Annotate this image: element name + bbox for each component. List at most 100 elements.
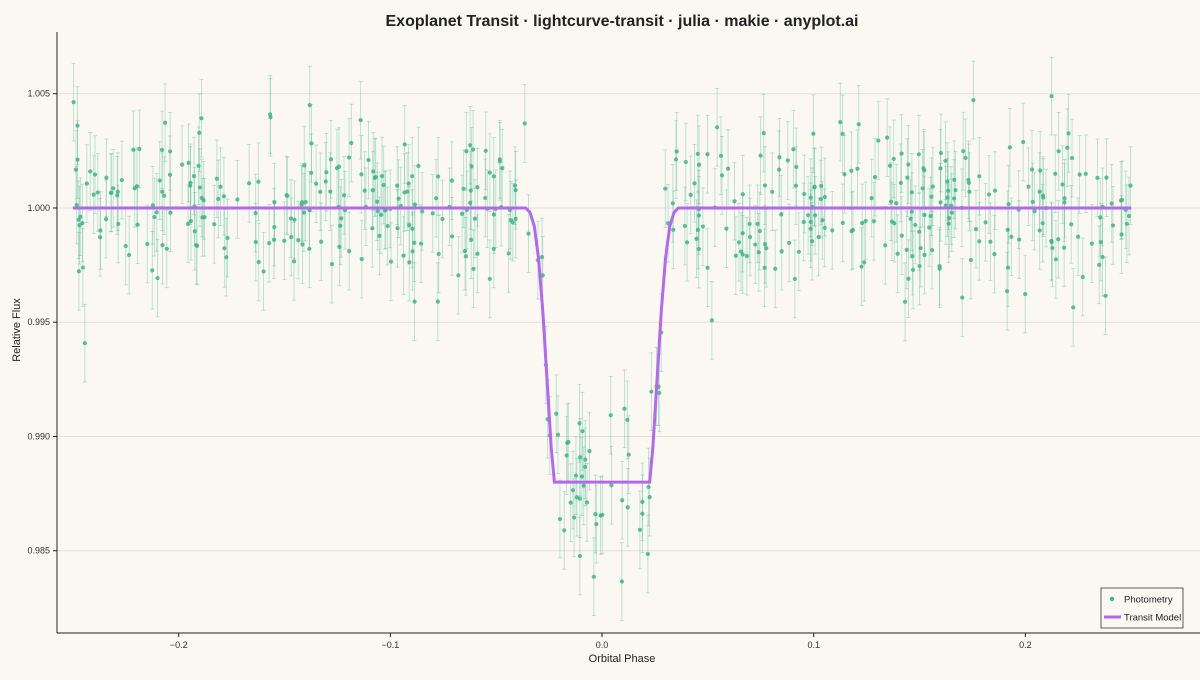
photometry-point [131, 147, 136, 152]
y-axis-ticks: 0.985 0.990 0.995 1.000 1.005 [27, 89, 57, 556]
photometry-point [410, 249, 415, 254]
transit-model [72, 206, 1132, 484]
photometry-point [753, 242, 758, 247]
photometry-point [1098, 239, 1103, 245]
photometry-point [736, 240, 742, 245]
photometry-point [483, 148, 488, 153]
chart-title: Exoplanet Transit · lightcurve-transit ·… [386, 13, 859, 30]
photometry-point [793, 183, 799, 188]
photometry-point [407, 260, 412, 265]
photometry-point [271, 237, 277, 242]
photometry-point [346, 155, 352, 160]
photometry-point [898, 180, 903, 185]
photometry-point [1062, 200, 1067, 205]
photometry-point [194, 243, 199, 248]
photometry-point [816, 234, 821, 240]
photometry-point [908, 216, 913, 221]
x-tick-label: −0.2 [170, 640, 188, 650]
photometry-point [951, 196, 957, 201]
photometry-point [1032, 209, 1037, 214]
photometry-point [1103, 293, 1108, 298]
photometry-point [470, 147, 476, 152]
photometry-point [904, 247, 909, 252]
photometry-point [95, 190, 100, 195]
photometry-point [762, 242, 768, 247]
photometry-point [876, 138, 881, 143]
photometry-point [744, 254, 749, 259]
photometry-point [347, 249, 352, 254]
photometry-point [1005, 265, 1011, 270]
photometry-point [761, 130, 766, 136]
photometry-point [913, 222, 918, 228]
photometry-point [186, 160, 191, 165]
photometry-point [1023, 291, 1028, 297]
photometry-point [1021, 139, 1026, 145]
photometry-point [75, 123, 80, 128]
photometry-point [622, 406, 627, 411]
photometry-point [167, 172, 173, 177]
photometry-point [562, 528, 567, 533]
photometry-point [75, 157, 80, 162]
photometry-point [1077, 172, 1082, 177]
photometry-point [218, 184, 223, 189]
photometry-point [673, 157, 679, 162]
photometry-point [872, 175, 878, 180]
photometry-point [637, 527, 643, 533]
photometry-point [80, 265, 85, 270]
photometry-point [1017, 237, 1022, 242]
photometry-point [806, 213, 811, 218]
photometry-point [860, 220, 865, 226]
photometry-point [288, 216, 294, 221]
photometry-point [461, 186, 466, 191]
photometry-point [522, 121, 527, 126]
photometry-point [468, 200, 473, 206]
photometry-point [894, 201, 899, 206]
photometry-point [725, 166, 731, 171]
photometry-point [1062, 196, 1067, 201]
photometry-point [822, 225, 827, 230]
photometry-point [1007, 145, 1013, 150]
photometry-point [840, 220, 845, 225]
photometry-point [285, 193, 290, 199]
photometry-point [497, 159, 503, 164]
photometry-point [540, 273, 545, 278]
photometry-point [200, 215, 205, 220]
photometry-point [168, 210, 173, 215]
photometry-point [272, 200, 277, 205]
photometry-point [119, 177, 125, 183]
photometry-point [157, 178, 162, 183]
photometry-point [682, 223, 688, 229]
photometry-point [307, 102, 312, 108]
photometry-point [462, 248, 468, 254]
photometry-point [945, 179, 950, 184]
photometry-point [587, 448, 592, 454]
photometry-point [937, 266, 942, 271]
photometry-point [929, 248, 935, 253]
photometry-point [1110, 223, 1116, 228]
photometry-point [500, 166, 505, 171]
photometry-point [506, 251, 511, 256]
photometry-point [796, 249, 801, 254]
photometry-point [968, 257, 973, 263]
photometry-point [127, 252, 132, 258]
photometry-point [1109, 201, 1114, 206]
photometry-point [762, 183, 768, 188]
photometry-point [801, 219, 806, 225]
photometry-point [966, 177, 971, 183]
photometry-point [1049, 94, 1054, 99]
photometry-point [222, 246, 227, 251]
photometry-point [329, 262, 335, 267]
photometry-point [292, 217, 297, 222]
photometry-point [856, 122, 861, 127]
photometry-point [700, 224, 706, 229]
photometry-point [938, 166, 943, 171]
photometry-point [920, 186, 925, 191]
photometry-point [1050, 245, 1055, 251]
photometry-point [539, 254, 545, 260]
photometry-point [483, 195, 488, 201]
photometry-point [1083, 171, 1088, 176]
photometry-point [375, 208, 380, 214]
photometry-point [983, 220, 988, 225]
photometry-point [577, 496, 582, 501]
photometry-point [378, 212, 384, 217]
